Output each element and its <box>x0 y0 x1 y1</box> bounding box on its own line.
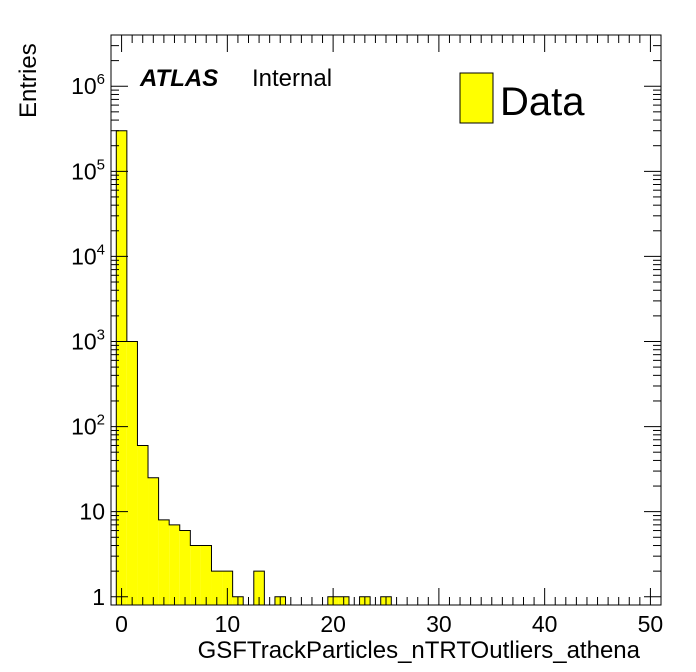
histogram-bar <box>137 445 149 605</box>
y-tick-label: 105 <box>71 156 105 184</box>
x-tick-labels: 0 10 20 30 40 50 <box>115 611 663 637</box>
histogram-bar <box>179 530 191 605</box>
x-tick-label: 50 <box>638 611 664 637</box>
x-tick-label: 30 <box>426 611 452 637</box>
histogram-step-line <box>115 130 413 606</box>
x-tick-label: 10 <box>215 611 241 637</box>
x-tick-label: 40 <box>532 611 558 637</box>
histogram-bar <box>211 571 223 605</box>
y-tick-label: 10 <box>79 499 105 525</box>
y-tick-label: 106 <box>71 71 105 99</box>
plot-frame <box>110 34 662 606</box>
x-tick-label: 0 <box>115 611 128 637</box>
y-tick-label: 104 <box>71 241 105 269</box>
histogram-bar <box>200 545 212 605</box>
atlas-label: ATLAS <box>139 65 218 92</box>
legend-label: Data <box>500 80 585 124</box>
histogram-bar <box>169 524 180 605</box>
histogram-bar <box>116 130 127 606</box>
histogram-bar <box>148 477 159 605</box>
axis-ticks <box>110 34 662 605</box>
histogram-bar <box>126 341 138 605</box>
histogram-bars <box>116 130 392 606</box>
y-axis-title: Entries <box>15 43 42 118</box>
y-tick-label: 102 <box>71 412 105 440</box>
x-tick-label: 20 <box>320 611 346 637</box>
y-tick-labels: 1 10 102 103 104 105 106 <box>71 71 105 610</box>
y-tick-label: 1 <box>92 584 105 610</box>
y-tick-label: 103 <box>71 326 105 354</box>
histogram-bar <box>253 571 265 605</box>
legend: Data <box>459 72 585 124</box>
histogram-bar <box>190 545 201 605</box>
histogram-outline <box>115 130 413 606</box>
internal-label: Internal <box>252 65 332 92</box>
histogram-bar <box>158 519 170 605</box>
x-axis-title: GSFTrackParticles_nTRTOutliers_athena <box>198 637 641 664</box>
legend-swatch <box>459 72 494 124</box>
